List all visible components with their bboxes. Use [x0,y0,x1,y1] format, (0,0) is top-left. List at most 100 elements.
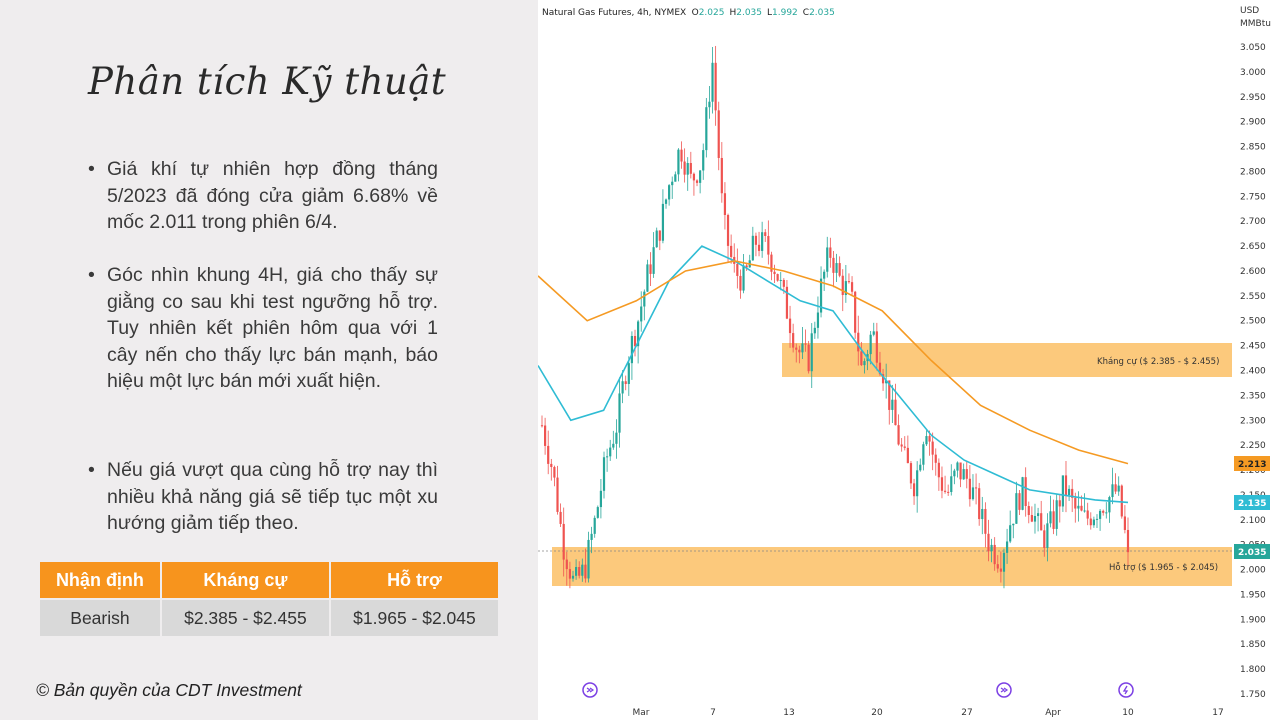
candle-body [699,170,702,183]
candle-body [965,469,968,479]
y-tick-label: 2.700 [1240,217,1266,227]
copyright-text: © Bản quyền của CDT Investment [36,680,302,700]
candle-body [556,477,559,512]
svg-text:2.035: 2.035 [1238,548,1266,558]
candle-body [736,263,739,276]
event-icon[interactable] [996,682,1012,698]
candle-body [928,436,931,442]
x-axis[interactable]: Mar 7 13 20 27 Apr 10 17 [633,708,1224,718]
candle-body [550,463,553,468]
candle-body [1067,488,1071,495]
levels-table: Nhận định Kháng cự Hỗ trợ Bearish $2.385… [38,560,500,638]
candle-body [1105,512,1108,514]
candle-body [950,476,953,493]
table-cell-support: $1.965 - $2.045 [330,600,498,636]
candle-body [1033,516,1037,522]
candle-body [931,441,934,455]
candle-body [773,271,776,275]
y-tick-label: 1.800 [1240,665,1266,675]
candle-body [544,425,547,446]
x-tick-label: 20 [871,708,883,718]
support-label: Hỗ trợ ($ 1.965 - $ 2.045) [1109,562,1218,573]
candle-body [885,380,888,384]
candle-body [668,185,671,200]
candle-body [640,306,643,322]
candle-body [894,399,897,426]
candle-body [661,203,665,241]
candle-body [974,487,978,489]
candle-body [1046,523,1049,548]
candle-body [1080,505,1083,511]
candle-body [990,544,993,552]
candle-body [705,107,708,151]
candle-body [1061,475,1064,507]
candle-body [1012,523,1015,526]
support-zone [552,547,1232,586]
candle-body [835,263,838,273]
candle-body [1021,477,1024,510]
candle-body [813,327,816,334]
candle-body [869,334,872,355]
ema-slow-line [538,260,1129,465]
candle-body [621,381,624,394]
axis-unit: MMBtu [1240,19,1271,29]
candle-body [1102,510,1105,513]
candle-body [609,447,612,457]
candle-body [633,335,637,347]
candle-body [717,110,720,158]
table-header-cell: Kháng cự [161,562,329,598]
candle-body [602,457,606,491]
candle-body [671,181,674,186]
candle-body [1114,484,1117,492]
candle-body [810,333,813,372]
candle-body [680,149,683,162]
candle-body [860,351,863,366]
table-header-row: Nhận định Kháng cự Hỗ trợ [40,562,498,598]
candle-body [767,235,770,255]
x-tick-label: Mar [633,708,650,718]
candle-body [850,282,854,292]
candle-body [1015,493,1018,524]
candle-body [677,149,680,175]
event-icon[interactable] [582,682,598,698]
candle-body [590,533,593,540]
candle-body [1086,510,1089,519]
y-axis[interactable]: 3.050 3.000 2.950 2.900 2.850 2.800 2.750 2.700… [1240,43,1266,700]
chart-canvas[interactable]: Kháng cự ($ 2.385 - $ 2.455) Hỗ trợ ($ 1… [538,0,1280,720]
price-chart[interactable]: Kháng cự ($ 2.385 - $ 2.455) Hỗ trợ ($ 1… [538,0,1280,720]
bullet-text: Giá khí tự nhiên hợp đồng tháng 5/2023 đ… [107,158,438,233]
flash-event-icon[interactable] [1118,682,1134,698]
x-tick-label: 13 [783,708,794,718]
bullet-item: • Góc nhìn khung 4H, giá cho thấy sự giằ… [88,262,438,395]
candle-body [829,247,832,258]
y-tick-label: 2.800 [1240,167,1266,177]
candle-body [565,559,568,570]
candle-body [1126,529,1130,553]
candle-body [1089,518,1092,526]
candle-body [996,564,999,569]
candle-body [782,279,785,287]
candle-body [999,568,1002,572]
candle-body [562,523,565,560]
candle-body [1027,506,1030,516]
y-tick-label: 2.350 [1240,391,1266,401]
bullet-text: Nếu giá vượt qua cùng hỗ trợ nay thì nhi… [107,459,438,534]
candle-body [770,254,773,272]
candle-body [739,275,742,291]
resistance-zone [782,343,1232,377]
candle-body [888,380,891,410]
candle-body [925,436,928,445]
candle-body [726,214,730,246]
candle-body [615,432,618,444]
y-tick-label: 2.550 [1240,292,1266,302]
y-tick-label: 2.250 [1240,441,1266,451]
candle-body [1120,485,1123,517]
candle-body [1074,497,1077,509]
candle-body [1077,505,1080,509]
y-tick-label: 2.650 [1240,242,1266,252]
y-tick-label: 2.300 [1240,416,1266,426]
candle-body [689,163,692,174]
candle-body [695,180,699,183]
candle-body [637,321,640,347]
candle-body [863,361,866,366]
